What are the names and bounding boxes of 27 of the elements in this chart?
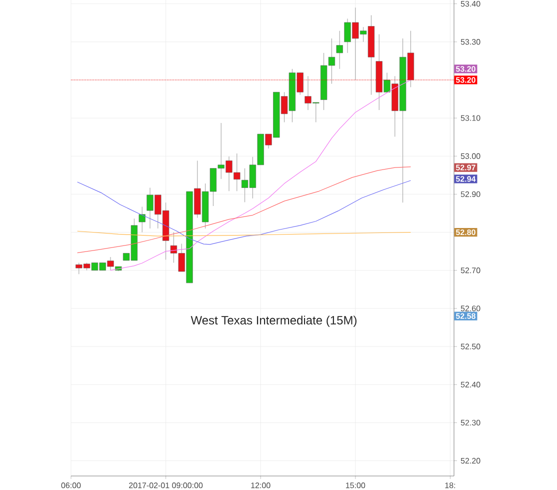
y-tick-label: 52.30	[460, 420, 480, 426]
x-tick-label: 2017-02-01 09:00:00	[129, 482, 203, 488]
annotation: 52.94	[456, 176, 476, 182]
line-series	[77, 180, 412, 245]
x-tick-label: 18:	[445, 482, 456, 488]
candlestick	[138, 206, 146, 233]
text: West Texas Intermediate (15M)	[190, 316, 356, 327]
x-tick-label: 15:00	[346, 482, 366, 488]
y-tick-label: 52.50	[460, 344, 480, 350]
ref-line-label: 53.20	[456, 77, 476, 83]
y-tick-label: 52.90	[460, 191, 480, 198]
y-tick-label: 52.60	[460, 306, 480, 312]
y-tick-label: 52.20	[460, 458, 480, 464]
y-tick-label: 53.40	[460, 0, 480, 7]
y-tick-label: 53.00	[460, 153, 480, 159]
x-tick-label: 06:00	[61, 482, 81, 488]
annotation: 52.80	[456, 229, 476, 236]
y-tick-label: 53.10	[460, 115, 480, 121]
candlestick	[336, 30, 343, 70]
annotation: 52.97	[456, 164, 476, 170]
annotation: 53.20	[456, 66, 476, 72]
y-tick-label: 53.30	[460, 39, 480, 45]
y-tick-label: 52.40	[460, 382, 480, 388]
annotation: 52.58	[456, 313, 476, 319]
y-tick-label: 52.70	[460, 268, 480, 274]
line-series	[77, 166, 412, 254]
x-tick-label: 12:00	[251, 482, 270, 488]
